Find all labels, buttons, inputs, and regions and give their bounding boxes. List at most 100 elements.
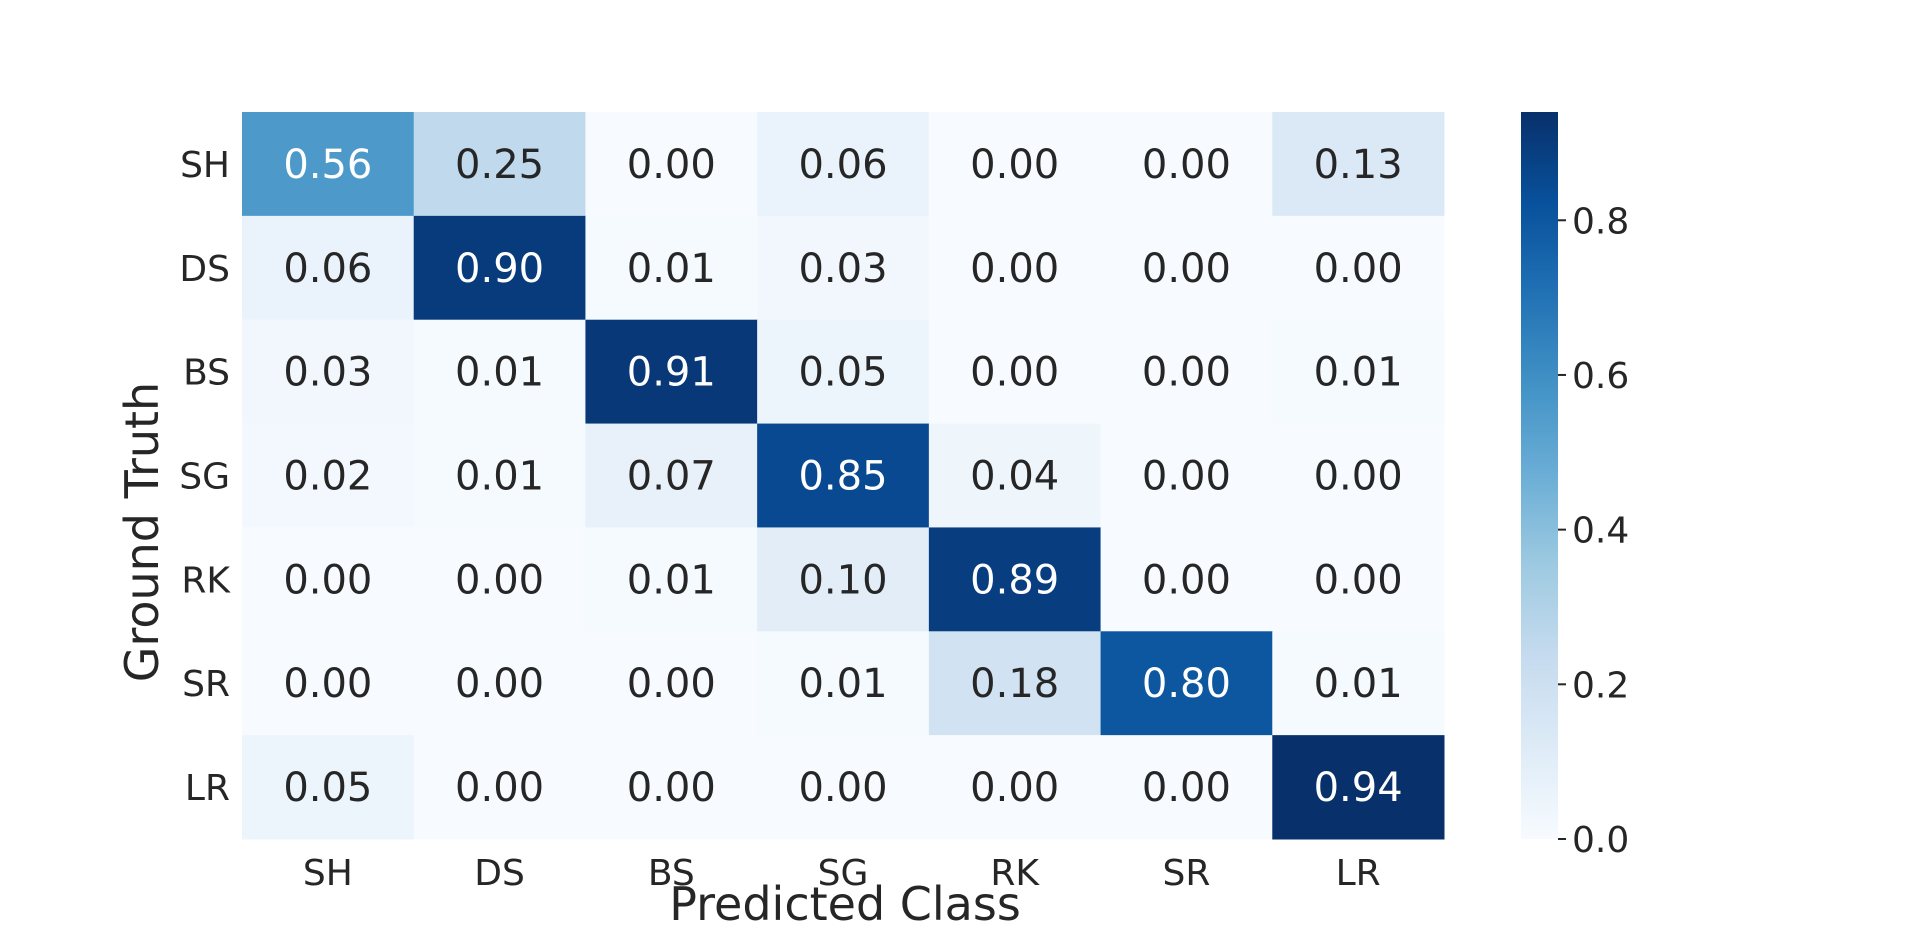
heatmap-cell-label: 0.18	[970, 661, 1059, 707]
heatmap-cell	[413, 423, 586, 528]
heatmap-cell	[242, 735, 415, 840]
heatmap-cell-label: 0.56	[283, 142, 372, 188]
heatmap-cell-label: 0.00	[627, 661, 716, 707]
heatmap-cell	[413, 527, 586, 632]
heatmap-cell-label: 0.05	[798, 350, 887, 396]
heatmap-cell	[413, 112, 586, 217]
heatmap-cell	[928, 631, 1102, 736]
heatmap-cell-label: 0.06	[283, 246, 372, 292]
heatmap-cell	[585, 423, 758, 528]
heatmap-cell-label: 0.00	[627, 142, 716, 188]
heatmap-cell	[1100, 735, 1273, 840]
heatmap-cell	[1272, 631, 1445, 736]
heatmap-cell-label: 0.01	[1314, 661, 1403, 707]
heatmap-cell-label: 0.00	[1314, 557, 1403, 603]
x-tick-label: LR	[1336, 853, 1381, 894]
heatmap-cell-label: 0.90	[455, 246, 544, 292]
y-tick-label: BS	[183, 353, 230, 394]
heatmap-cell	[1100, 423, 1273, 528]
y-tick-label: RK	[181, 560, 231, 601]
y-tick-label: SH	[180, 145, 230, 186]
heatmap-cell	[757, 527, 930, 632]
heatmap-cell-label: 0.01	[627, 246, 716, 292]
heatmap-cell	[242, 527, 415, 632]
heatmap-cell	[242, 423, 415, 528]
heatmap-cell-label: 0.00	[1314, 246, 1403, 292]
colorbar-tick-label: 0.2	[1572, 665, 1629, 706]
heatmap-cell-label: 0.00	[627, 765, 716, 811]
heatmap-cell	[928, 423, 1102, 528]
heatmap-cell-label: 0.00	[1142, 557, 1231, 603]
heatmap-cell-label: 0.00	[798, 765, 887, 811]
heatmap-cell-label: 0.05	[283, 765, 372, 811]
x-tick-label: SR	[1162, 853, 1210, 894]
y-axis-tick-labels: SH DS BS SG RK SR LR	[179, 145, 231, 809]
heatmap-cell	[413, 735, 586, 840]
heatmap-cell-label: 0.01	[798, 661, 887, 707]
heatmap-cell-label: 0.91	[627, 350, 716, 396]
heatmap-cell	[928, 215, 1102, 321]
heatmap-cell	[585, 527, 758, 632]
heatmap-cell	[757, 631, 930, 736]
x-tick-label: BS	[648, 853, 695, 894]
colorbar-ticks: 0.0 0.2 0.4 0.6 0.8	[1558, 201, 1629, 861]
colorbar-tick-label: 0.4	[1572, 511, 1629, 552]
y-tick-label: DS	[179, 249, 230, 290]
heatmap-cell	[1272, 423, 1445, 528]
heatmap-cell-label: 0.00	[455, 765, 544, 811]
heatmap-cell	[757, 215, 930, 321]
heatmap-cell-label: 0.00	[1142, 350, 1231, 396]
heatmap-cell-label: 0.00	[283, 661, 372, 707]
heatmap-cell-label: 0.94	[1314, 765, 1403, 811]
heatmap-cell	[242, 631, 415, 736]
x-tick-label: SH	[303, 853, 353, 894]
heatmap-cell	[1272, 735, 1445, 840]
x-tick-label: SG	[818, 853, 869, 894]
heatmap-cell	[757, 423, 930, 528]
heatmap-cell-label: 0.00	[1142, 142, 1231, 188]
heatmap-cell	[1100, 527, 1273, 632]
heatmap-cell	[1100, 215, 1273, 321]
colorbar-tick-label: 0.6	[1572, 356, 1629, 397]
heatmap-cell-label: 0.00	[455, 557, 544, 603]
heatmap-cell	[585, 319, 758, 425]
y-tick-label: LR	[185, 768, 230, 809]
heatmap-cell-label: 0.06	[798, 142, 887, 188]
heatmap-cell-label: 0.13	[1314, 142, 1403, 188]
colorbar	[1521, 112, 1558, 839]
heatmap-cell-label: 0.02	[283, 454, 372, 500]
heatmap-cell-label: 0.00	[970, 142, 1059, 188]
y-tick-label: SG	[179, 457, 230, 498]
heatmap-cell-label: 0.00	[1142, 765, 1231, 811]
heatmap-cell-label: 0.01	[1314, 350, 1403, 396]
x-axis-tick-labels: SH DS BS SG RK SR LR	[303, 853, 1381, 894]
heatmap-cell-label: 0.10	[798, 557, 887, 603]
heatmap-cell	[413, 631, 586, 736]
heatmap-cells	[242, 112, 1445, 840]
heatmap-cell-label: 0.85	[798, 454, 887, 500]
heatmap-cell-label: 0.04	[970, 454, 1059, 500]
heatmap-cell	[1272, 215, 1445, 321]
y-axis-label: Ground Truth	[115, 382, 169, 682]
heatmap-cell	[1272, 112, 1445, 217]
heatmap-cell-label: 0.03	[798, 246, 887, 292]
heatmap-cell-label: 0.00	[1142, 454, 1231, 500]
heatmap-cell-label: 0.00	[455, 661, 544, 707]
heatmap-cell-label: 0.01	[455, 454, 544, 500]
heatmap-cell	[585, 735, 758, 840]
heatmap-cell	[928, 112, 1102, 217]
heatmap-cell	[413, 215, 586, 321]
heatmap-cell-labels: 0.56 0.25 0.00 0.06 0.00 0.00 0.13 0.06 0.90 0.01…	[283, 142, 1402, 811]
heatmap-cell	[242, 319, 415, 425]
heatmap-cell-label: 0.07	[627, 454, 716, 500]
colorbar-tick-label: 0.0	[1572, 820, 1629, 861]
colorbar-tick-label: 0.8	[1572, 201, 1629, 242]
heatmap-cell	[1272, 527, 1445, 632]
heatmap-cell-label: 0.00	[1314, 454, 1403, 500]
heatmap-cell	[928, 527, 1102, 632]
heatmap-cell	[757, 319, 930, 425]
heatmap-cell	[413, 319, 586, 425]
heatmap-cell-label: 0.00	[1142, 246, 1231, 292]
